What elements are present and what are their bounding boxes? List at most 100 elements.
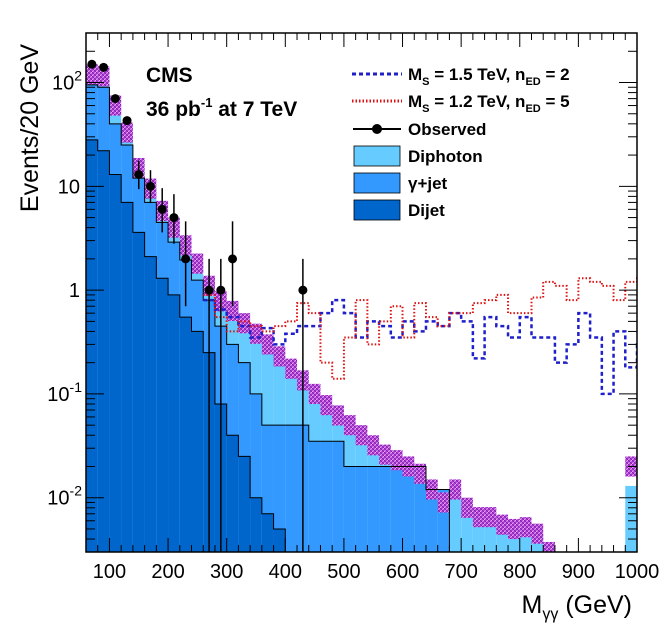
x-axis-title: Mγγ (GeV) xyxy=(522,591,632,623)
y-tick-label: 10-1 xyxy=(47,379,82,406)
dijet-bar xyxy=(132,232,145,552)
x-tick-label: 700 xyxy=(444,561,477,583)
observed-point xyxy=(87,59,97,69)
uncertainty-band xyxy=(414,463,426,484)
x-tick-label: 500 xyxy=(327,561,360,583)
dijet-bar xyxy=(109,174,122,552)
y-axis-title: Events/20 GeV xyxy=(16,44,44,212)
uncertainty-band xyxy=(109,95,122,116)
dijet-bar xyxy=(226,435,239,552)
uncertainty-band xyxy=(484,507,497,528)
signal-15tev-ned2-line xyxy=(203,298,637,396)
observed-point xyxy=(204,285,214,295)
diphoton-bar xyxy=(519,527,532,552)
uncertainty-band xyxy=(543,541,555,552)
uncertainty-band xyxy=(437,492,450,513)
gammajet-bar xyxy=(320,441,333,552)
diphoton-bar xyxy=(508,528,520,552)
dijet-outline xyxy=(86,139,555,552)
dijet-bar xyxy=(238,456,251,552)
uncertainty-band xyxy=(531,523,544,544)
gammajet-bar xyxy=(250,393,262,552)
gammajet-bar xyxy=(308,441,321,552)
legend-label-signal1: MS = 1.5 TeV, nED = 2 xyxy=(408,65,570,88)
dijet-bar xyxy=(97,150,110,552)
observed-point xyxy=(145,181,155,191)
legend-swatch-diphoton xyxy=(353,145,401,167)
uncertainty-band xyxy=(320,395,333,416)
dijet-bar xyxy=(168,294,180,552)
gammajet-bar xyxy=(355,466,368,552)
plot-inner xyxy=(86,59,637,552)
uncertainty-band xyxy=(355,425,368,446)
observed-point xyxy=(157,204,167,214)
uncertainty-band xyxy=(519,517,532,538)
lumi-rest: at 7 TeV xyxy=(212,98,297,121)
uncertainty-band xyxy=(121,122,133,143)
y-tick-label: 102 xyxy=(52,68,82,95)
y-tick-label: 10 xyxy=(58,176,80,198)
uncertainty-band xyxy=(390,450,403,471)
uncertainty-band xyxy=(496,514,509,535)
uncertainty-band xyxy=(250,323,262,344)
gammajet-bar xyxy=(285,425,298,552)
uncertainty-band xyxy=(379,444,391,465)
legend-swatch-gammajet xyxy=(353,172,401,194)
uncertainty-band xyxy=(86,64,98,85)
legend-marker-observed xyxy=(372,124,382,134)
gammajet-bar xyxy=(367,466,380,552)
uncertainty-band xyxy=(367,435,380,456)
dijet-bar xyxy=(261,513,274,552)
uncertainty-band xyxy=(449,479,462,500)
x-tick-label: 900 xyxy=(562,561,595,583)
observed-point xyxy=(122,116,132,126)
x-axis-title-unit: (GeV) xyxy=(558,591,632,619)
gammajet-bar xyxy=(414,466,426,552)
x-tick-label: 100 xyxy=(93,561,126,583)
uncertainty-band xyxy=(191,253,204,274)
observed-point xyxy=(298,285,308,295)
uncertainty-band xyxy=(238,313,251,334)
dijet-bar xyxy=(144,256,157,552)
y-tick-label: 1 xyxy=(69,280,80,302)
diphoton-bar xyxy=(484,517,497,552)
legend: MS = 1.5 TeV, nED = 2 MS = 1.2 TeV, nED … xyxy=(352,65,570,221)
cms-label: CMS xyxy=(146,64,193,87)
observed-point xyxy=(181,254,191,264)
gammajet-bar xyxy=(332,441,344,552)
x-tick-label: 600 xyxy=(386,561,419,583)
x-tick-label: 200 xyxy=(151,561,184,583)
x-axis-title-main: M xyxy=(522,591,543,619)
uncertainty-band xyxy=(461,497,473,518)
dijet-bar xyxy=(86,139,98,552)
plot-frame xyxy=(85,32,638,553)
observed-point xyxy=(99,62,109,72)
gammajet-bar xyxy=(390,466,403,552)
gammajet-bar xyxy=(273,425,286,552)
dijet-bar xyxy=(121,202,133,552)
legend-label-observed: Observed xyxy=(408,120,486,139)
gammajet-bar xyxy=(343,466,356,552)
diphoton-bar-last xyxy=(625,485,637,552)
uncertainty-band xyxy=(308,383,321,404)
diphoton-bar xyxy=(472,517,485,552)
uncertainty-band xyxy=(273,346,286,367)
uncertainty-band xyxy=(332,405,344,426)
lumi-base: 36 pb xyxy=(146,98,201,121)
gammajet-bar xyxy=(379,466,391,552)
x-tick-label: 400 xyxy=(269,561,302,583)
gammajet-bar xyxy=(261,425,274,552)
lumi-label: 36 pb-1 at 7 TeV xyxy=(146,95,297,121)
uncertainty-band xyxy=(343,415,356,436)
gammajet-bar xyxy=(437,489,450,552)
observed-point xyxy=(228,254,238,264)
x-tick-label: 1000 xyxy=(615,561,660,583)
observed-point xyxy=(169,213,179,223)
dijet-bar xyxy=(179,317,192,552)
uncertainty-band xyxy=(261,334,274,355)
x-tick-label: 300 xyxy=(210,561,243,583)
uncertainty-band xyxy=(226,300,239,322)
dijet-bar xyxy=(273,528,286,552)
legend-label-gammajet: γ+jet xyxy=(408,174,448,193)
